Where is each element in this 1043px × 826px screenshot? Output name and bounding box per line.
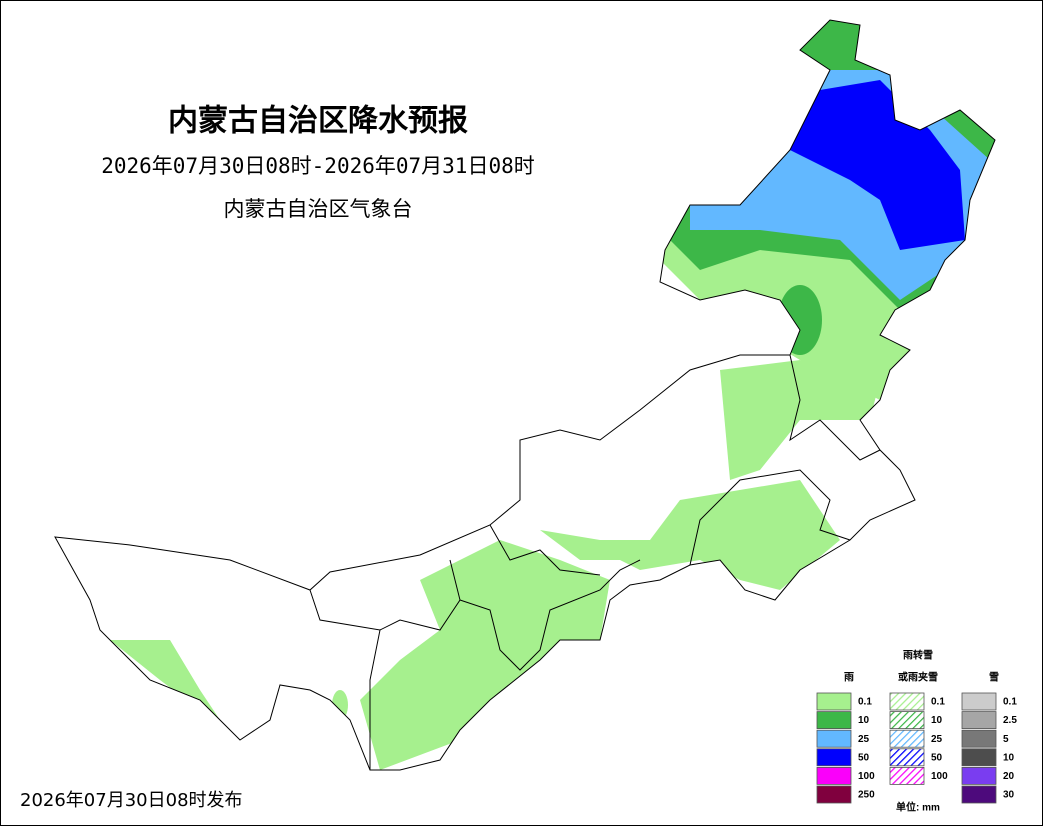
legend-label: 0.1 xyxy=(931,697,945,708)
issuer: 内蒙古自治区气象台 xyxy=(224,197,413,221)
legend-label: 20 xyxy=(1003,771,1015,782)
legend-swatch xyxy=(816,692,852,711)
legend-swatch xyxy=(961,692,997,711)
legend-swatch xyxy=(816,767,852,785)
legend-label: 10 xyxy=(1003,752,1015,763)
legend-swatch xyxy=(961,767,997,785)
legend-label: 50 xyxy=(931,752,943,763)
legend-label: 5 xyxy=(1003,734,1009,745)
legend-header: 雨 xyxy=(844,672,854,684)
legend-label: 10 xyxy=(931,715,943,726)
legend-label: 100 xyxy=(931,771,948,782)
legend-swatch xyxy=(816,748,852,767)
legend-swatch xyxy=(889,767,925,785)
legend-label: 2.5 xyxy=(1003,715,1017,726)
legend-swatch xyxy=(961,729,997,748)
title: 内蒙古自治区降水预报 xyxy=(168,104,468,139)
legend-swatch xyxy=(889,692,925,711)
legend-label: 30 xyxy=(1003,790,1015,801)
legend-swatch xyxy=(816,711,852,729)
legend-swatch xyxy=(816,729,852,748)
legend-label: 0.1 xyxy=(1003,697,1017,708)
boundaries xyxy=(54,19,996,771)
legend-label: 25 xyxy=(931,734,943,745)
legend-label: 250 xyxy=(858,790,875,801)
legend-header: 雪 xyxy=(989,672,999,684)
legend-swatch xyxy=(961,748,997,767)
legend-swatch xyxy=(889,748,925,767)
legend-label: 0.1 xyxy=(858,697,872,708)
legend-label: 100 xyxy=(858,771,875,782)
legend-swatch xyxy=(889,729,925,748)
legend-header: 雨转雪 xyxy=(903,649,933,662)
legend-swatch xyxy=(961,711,997,729)
legend-swatch xyxy=(961,785,997,804)
period: 2026年07月30日08时-2026年07月31日08时 xyxy=(101,154,535,178)
unit: 单位: mm xyxy=(896,801,940,814)
legend-swatch xyxy=(889,711,925,729)
legend-header: 或雨夹雪 xyxy=(898,671,938,684)
legend-swatch xyxy=(816,785,852,804)
legend-label: 10 xyxy=(858,715,870,726)
legend-label: 25 xyxy=(858,734,870,745)
legend-label: 50 xyxy=(858,752,870,763)
issued-date: 2026年07月30日08时发布 xyxy=(20,790,243,811)
